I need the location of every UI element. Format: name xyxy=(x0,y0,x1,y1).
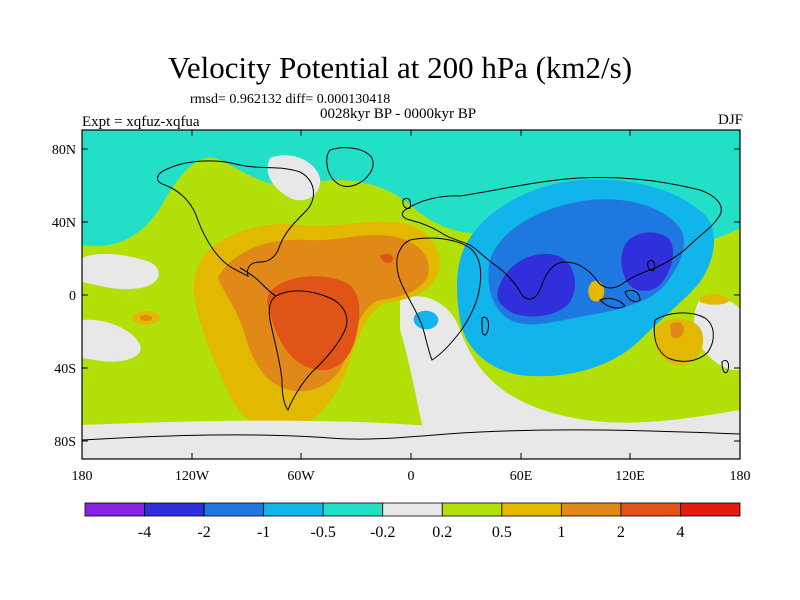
colorbar-swatch xyxy=(144,502,205,517)
lon-label-0: 0 xyxy=(408,469,415,484)
field-positive-east-pacific xyxy=(700,294,730,305)
lon-label-120w: 120W xyxy=(175,469,210,484)
field-positive-indonesia xyxy=(588,280,605,302)
period-label: 0028kyr BP - 0000kyr BP xyxy=(320,106,477,122)
coast-japan xyxy=(647,259,655,271)
colorbar-label: -1 xyxy=(257,524,270,541)
colorbar-swatch xyxy=(263,502,324,517)
lon-label-180e: 180 xyxy=(730,469,751,484)
map-title: Velocity Potential at 200 hPa (km2/s) xyxy=(167,50,633,85)
coast-greenland xyxy=(326,147,374,187)
coast-antarctica xyxy=(82,429,740,441)
colorbar-swatch xyxy=(322,502,384,517)
coast-eurasia xyxy=(401,177,722,300)
coast-north-america xyxy=(157,160,314,277)
lat-label-0: 0 xyxy=(69,289,76,304)
experiment-label: Expt = xqfuz-xqfua xyxy=(82,114,200,130)
field-grey-pacific-east xyxy=(694,298,740,371)
field-negative-atlantic-small xyxy=(413,310,439,330)
lon-label-60e: 60E xyxy=(510,469,533,484)
lat-label-40n: 40N xyxy=(52,216,76,231)
field-grey-pacific xyxy=(82,253,159,290)
field-grey-south-atlantic xyxy=(400,296,740,459)
stats-line: rmsd= 0.962132 diff= 0.000130418 xyxy=(190,92,391,107)
season-label: DJF xyxy=(717,112,743,128)
coast-south-america xyxy=(268,290,348,411)
coast-indonesia xyxy=(599,297,626,309)
colorbar-label: 0.5 xyxy=(492,524,512,541)
coast-uk xyxy=(402,197,411,209)
colorbar-swatch xyxy=(382,502,443,517)
colorbar-swatch xyxy=(560,502,622,517)
lat-label-40s: 40S xyxy=(54,362,76,377)
coast-new-zealand xyxy=(721,359,729,374)
colorbar xyxy=(84,502,741,517)
field-grey-southpac xyxy=(82,319,141,362)
field-positive-pacific-core xyxy=(140,315,152,321)
colorbar-swatch xyxy=(84,502,145,517)
lon-label-60w: 60W xyxy=(287,469,315,484)
colorbar-swatch xyxy=(620,502,681,517)
colorbar-label: 0.2 xyxy=(432,524,452,541)
field-arctic xyxy=(82,130,740,170)
colorbar-swatch xyxy=(501,502,562,517)
coast-borneo xyxy=(624,289,641,303)
colorbar-labels: -4 -2 -1 -0.5 -0.2 0.2 0.5 1 2 4 xyxy=(138,524,685,541)
field-positive-australia xyxy=(655,318,704,366)
colorbar-label: -0.2 xyxy=(370,524,395,541)
colorbar-label: 1 xyxy=(557,524,565,541)
colorbar-swatch xyxy=(203,502,265,517)
colorbar-swatch xyxy=(680,502,741,517)
field-positive-small xyxy=(380,253,394,264)
coast-central-america xyxy=(239,267,277,297)
coastlines xyxy=(82,147,740,441)
lat-label-80n: 80N xyxy=(52,143,76,158)
coast-africa xyxy=(396,237,482,361)
coast-australia xyxy=(653,312,714,362)
colorbar-swatch xyxy=(441,502,503,517)
lat-label-80s: 80S xyxy=(54,435,76,450)
lon-label-180w: 180 xyxy=(72,469,93,484)
field-positive-4 xyxy=(267,276,360,371)
lon-label-120e: 120E xyxy=(615,469,645,484)
field-grey-canada xyxy=(267,155,321,201)
colorbar-label: 2 xyxy=(617,524,625,541)
axis-ticks xyxy=(82,130,740,459)
colorbar-label: -0.5 xyxy=(311,524,336,541)
field-negative-2-india xyxy=(497,254,575,317)
colorbar-label: 4 xyxy=(676,524,684,541)
coast-madagascar xyxy=(481,316,489,336)
field-positive-australia-core xyxy=(670,322,684,338)
colorbar-label: -2 xyxy=(197,524,210,541)
colorbar-label: -4 xyxy=(138,524,151,541)
